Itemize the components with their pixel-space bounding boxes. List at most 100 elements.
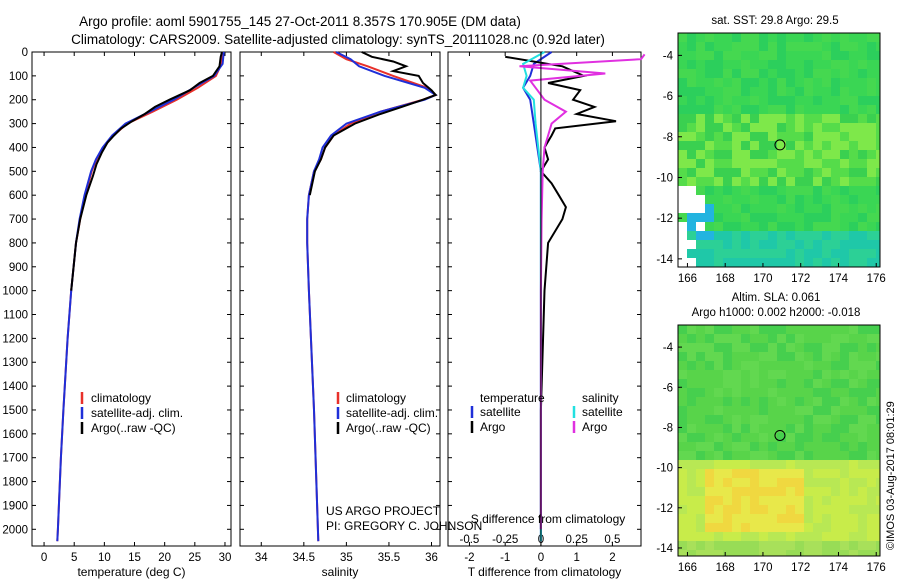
sla_map-cell — [705, 433, 714, 442]
sst_map-cell — [840, 69, 849, 78]
sla_map-cell — [723, 406, 732, 415]
sst_map-cell — [876, 177, 880, 186]
sst_map-cell — [840, 42, 849, 51]
sst_map-cell — [804, 186, 813, 195]
sla-map-panel: 166 168 170 172 174 176 -4 -6 -8 -10 -12 -14 — [656, 324, 886, 574]
sst_map-cell — [732, 141, 741, 150]
sla_map-cell — [840, 487, 849, 496]
sst_map-cell — [768, 33, 777, 42]
sla_map-cell — [768, 424, 777, 433]
sst_map-cell — [858, 123, 867, 132]
sst_map-cell — [822, 33, 831, 42]
diff-top-axis-label: S difference from climatology — [471, 512, 626, 526]
sst_map-cell — [876, 87, 880, 96]
sst_map-cell — [840, 150, 849, 159]
sst_map-cell — [795, 258, 804, 267]
sla_map-argo-marker — [774, 429, 786, 441]
sla_map-cell — [696, 388, 705, 397]
depth-tick-label: 1600 — [2, 429, 28, 441]
sla_map-cell — [714, 370, 723, 379]
sla_map-cell — [741, 433, 750, 442]
sla_map-cell — [849, 496, 858, 505]
sla_map-cell — [678, 388, 687, 397]
sst_map-cell — [849, 105, 858, 114]
sla_map-cell — [678, 397, 687, 406]
sla_map-cell — [741, 343, 750, 352]
sst_map-cell — [831, 141, 840, 150]
sst_map-cell — [867, 96, 876, 105]
sla_map-cell — [750, 469, 759, 478]
sst_map-cell — [876, 33, 880, 42]
sst_map-cell — [777, 123, 786, 132]
sst_map-cell — [723, 141, 732, 150]
sla_map-cell — [867, 424, 876, 433]
sla_map-cell — [741, 334, 750, 343]
sst_map-cell — [759, 105, 768, 114]
sst_map-ytick-label: -4 — [663, 50, 674, 62]
sla_map-cell — [759, 532, 768, 541]
sla_map-cell — [768, 460, 777, 469]
sla_map-cell — [804, 325, 813, 334]
sla_map-cell — [867, 343, 876, 352]
salinity-xtick-label: 34 — [255, 552, 268, 564]
depth-tick-label: 500 — [9, 166, 28, 178]
sla_map-cell — [768, 451, 777, 460]
sst_map-cell — [768, 195, 777, 204]
sst_map-cell — [840, 249, 849, 258]
sla_map-cell — [813, 487, 822, 496]
sst_map-cell — [813, 132, 822, 141]
sla_map-cell — [705, 469, 714, 478]
sst_map-cell — [840, 195, 849, 204]
sst-map-panel: 166 168 170 172 174 176 -4 -6 -8 -10 -12 -14 — [656, 32, 886, 285]
sst_map-cell — [867, 204, 876, 213]
sla_map-cell — [705, 370, 714, 379]
sla_map-cell — [732, 415, 741, 424]
depth-tick-label: 100 — [9, 71, 28, 83]
sst_map-cell — [876, 186, 880, 195]
sst_map-cell — [840, 105, 849, 114]
sst_map-cell — [777, 69, 786, 78]
temperature-xtick-label: 10 — [98, 552, 111, 564]
sla_map-cell — [876, 343, 880, 352]
sla_map-cell — [759, 487, 768, 496]
sla_map-cell — [795, 541, 804, 550]
sst_map-cell — [768, 168, 777, 177]
difference-xtick-label: 1 — [573, 552, 579, 564]
sst_map-cell — [867, 60, 876, 69]
sst_map-cell — [723, 222, 732, 231]
sst_map-cell — [705, 186, 714, 195]
sla_map-cell — [759, 325, 768, 334]
sst_map-cell — [876, 51, 880, 60]
sla_map-cell — [822, 550, 831, 556]
sst_map-cell — [867, 213, 876, 222]
sst_map-cell — [876, 123, 880, 132]
sla_map-cell — [822, 460, 831, 469]
sla_map-cell — [804, 334, 813, 343]
sla_map-cell — [804, 514, 813, 523]
sla_map-cell — [705, 514, 714, 523]
sla_map-cell — [858, 523, 867, 532]
sla_map-cell — [786, 550, 795, 556]
title-line-2: Climatology: CARS2009. Satellite-adjuste… — [71, 32, 605, 47]
sla_map-cell — [687, 505, 696, 514]
sla_map-cell — [687, 451, 696, 460]
sla_map-cell — [804, 532, 813, 541]
sla_map-cell — [795, 379, 804, 388]
sst_map-cell — [777, 141, 786, 150]
sla_map-cell — [714, 406, 723, 415]
sla_map-cell — [849, 469, 858, 478]
sla_map-cell — [705, 406, 714, 415]
sst_map-cell — [732, 33, 741, 42]
sla_map-cell — [822, 370, 831, 379]
sla_map-cell — [741, 388, 750, 397]
sst_map-cell — [696, 168, 705, 177]
sla_map-cell — [678, 469, 687, 478]
sla_map-cell — [750, 451, 759, 460]
sla_map-cell — [705, 505, 714, 514]
sla_map-cell — [723, 343, 732, 352]
sst_map-cell — [831, 159, 840, 168]
sst_map-cell — [813, 78, 822, 87]
sla_map-cell — [795, 523, 804, 532]
sst_map-cell — [876, 204, 880, 213]
sla_map-cell — [831, 514, 840, 523]
